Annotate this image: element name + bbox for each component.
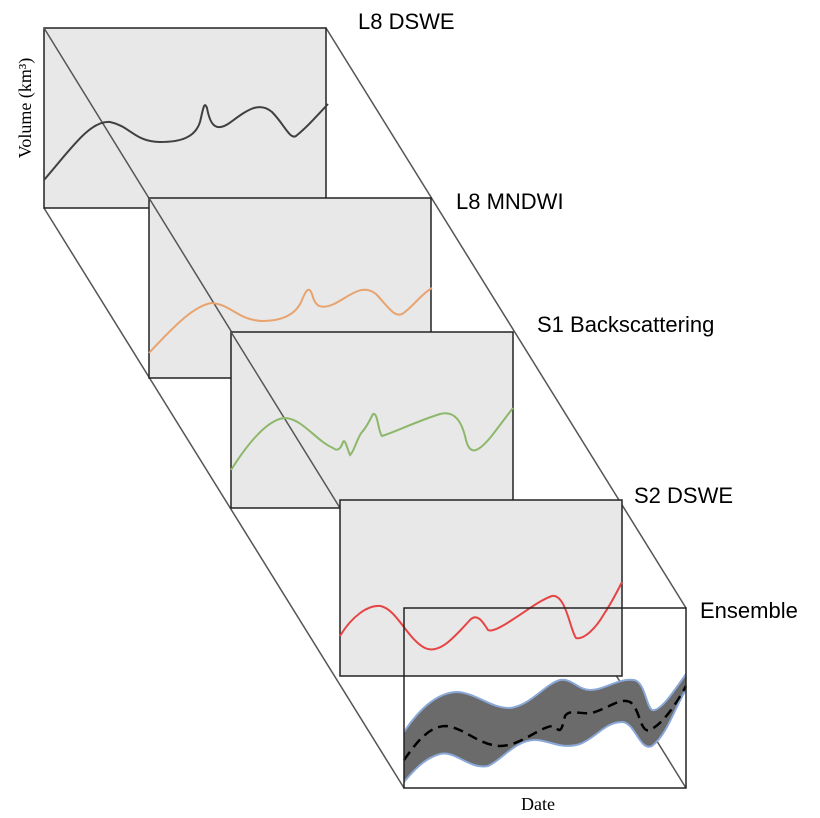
panel-s2-dswe-label: S2 DSWE — [634, 483, 733, 508]
panel-ensemble-band-upper-edge — [403, 673, 687, 733]
panel-ensemble: Ensemble — [402, 598, 798, 789]
panel-s1-backscattering-series-line — [230, 407, 514, 471]
panel-ensemble-frame — [403, 607, 687, 789]
panel-ensemble-mean-line — [402, 685, 688, 761]
panel-l8-dswe-label: L8 DSWE — [358, 9, 455, 34]
perspective-line-bottom-left — [43, 207, 405, 789]
panel-ensemble-label: Ensemble — [700, 598, 798, 623]
panel-l8-mndwi-label: L8 MNDWI — [456, 189, 564, 214]
panel-s2-dswe: S2 DSWE — [339, 483, 733, 677]
panel-s1-backscattering-diagonal — [230, 331, 341, 509]
panel-s2-dswe-frame — [339, 499, 623, 677]
x-axis-label: Date — [521, 794, 555, 814]
y-axis-label: Volume (km³) — [15, 58, 36, 159]
panel-l8-mndwi-series-line — [148, 287, 433, 354]
panel-s1-backscattering: S1 Backscattering — [230, 312, 714, 509]
panel-ensemble-band-lower-edge — [403, 689, 687, 783]
panel-s2-dswe-series-line — [339, 581, 623, 651]
panel-l8-dswe-frame — [43, 27, 327, 209]
panel-l8-dswe-series-line — [43, 103, 329, 181]
panel-s1-backscattering-frame — [230, 331, 514, 509]
panel-l8-dswe-diagonal — [43, 27, 156, 209]
panel-l8-dswe: L8 DSWE — [43, 9, 455, 209]
panel-s1-backscattering-label: S1 Backscattering — [537, 312, 714, 337]
perspective-line-top-right — [325, 27, 687, 609]
